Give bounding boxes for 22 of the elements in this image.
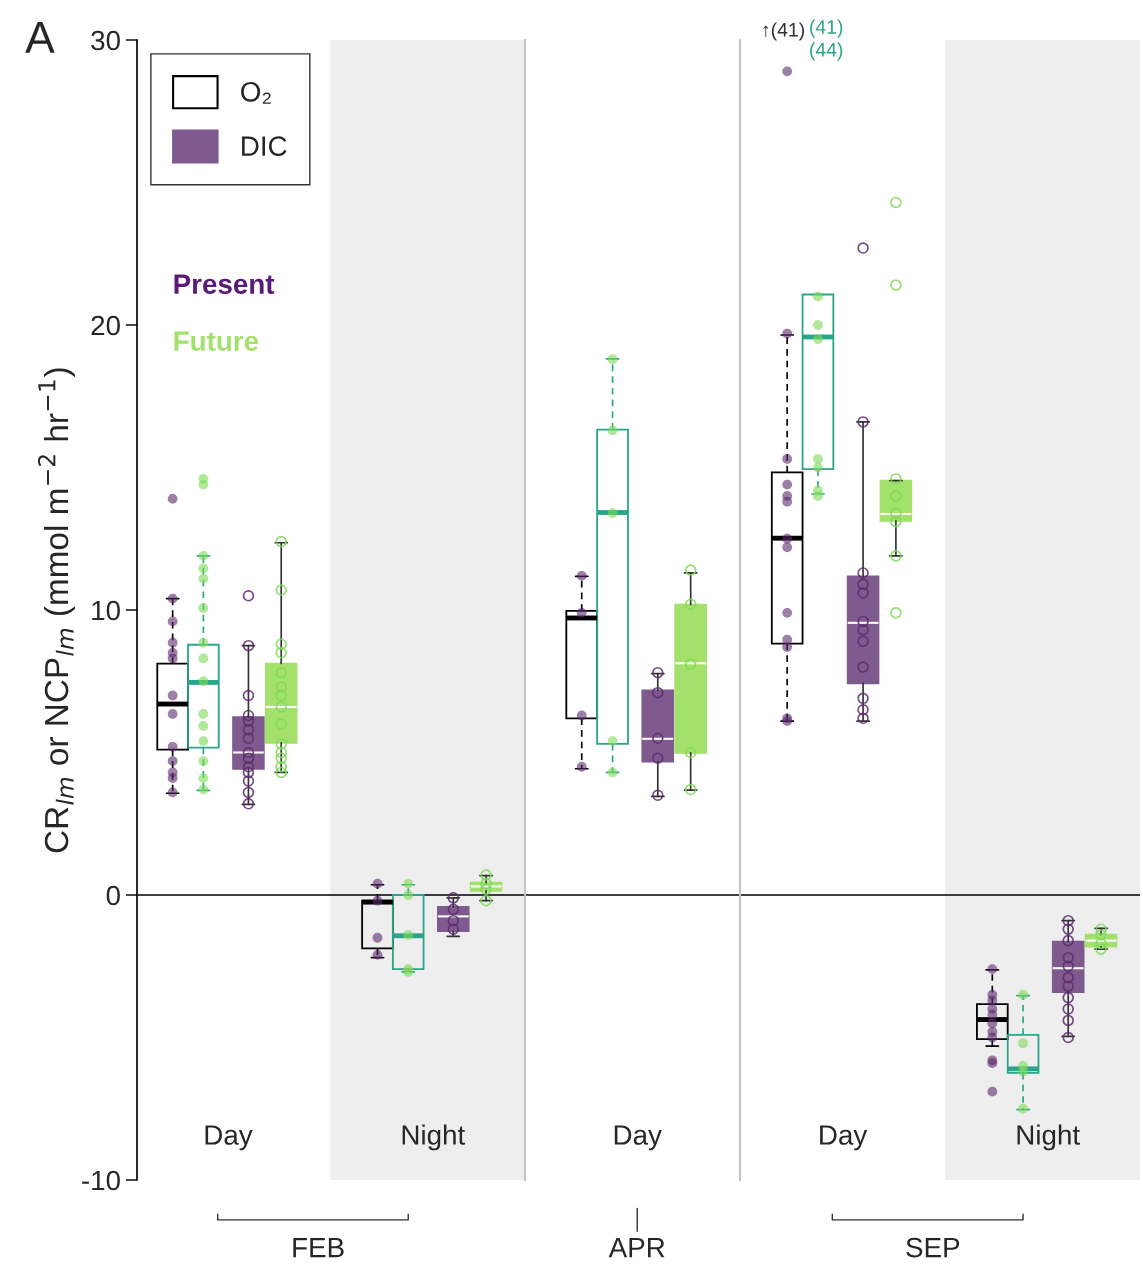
legend-label: DIC xyxy=(242,136,287,156)
y-tick-label: 20 xyxy=(91,315,120,336)
x-axis-title: APR xyxy=(608,1238,665,1258)
text: A xyxy=(25,22,55,53)
y-tick-label: 10 xyxy=(92,600,120,621)
y-tick-label: 0 xyxy=(106,885,120,906)
text: CR$_{lm}$ or NCP$_{lm}$ (mmol m$^{−2}$ hr$^{−1}$) xyxy=(38,368,75,853)
x-axis-title: SEP xyxy=(906,1237,960,1258)
x-axis-title: FEB xyxy=(293,1238,344,1258)
x-tick-label: Night xyxy=(1017,1124,1080,1151)
y-tick-label: 30 xyxy=(91,30,120,51)
x-tick-label: Night xyxy=(402,1124,466,1151)
x-tick-label: Day xyxy=(820,1125,868,1151)
y-tick-label: -10 xyxy=(82,1170,120,1191)
x-tick-label: Day xyxy=(614,1125,662,1151)
annotation: ↑(41) xyxy=(763,22,805,41)
annotation: (44) xyxy=(810,42,843,61)
text: (41) xyxy=(810,19,843,38)
annotation: Present xyxy=(174,274,275,294)
x-tick-label: Day xyxy=(205,1125,253,1151)
legend-label: O₂ xyxy=(241,81,271,104)
annotation: Future xyxy=(174,331,259,351)
